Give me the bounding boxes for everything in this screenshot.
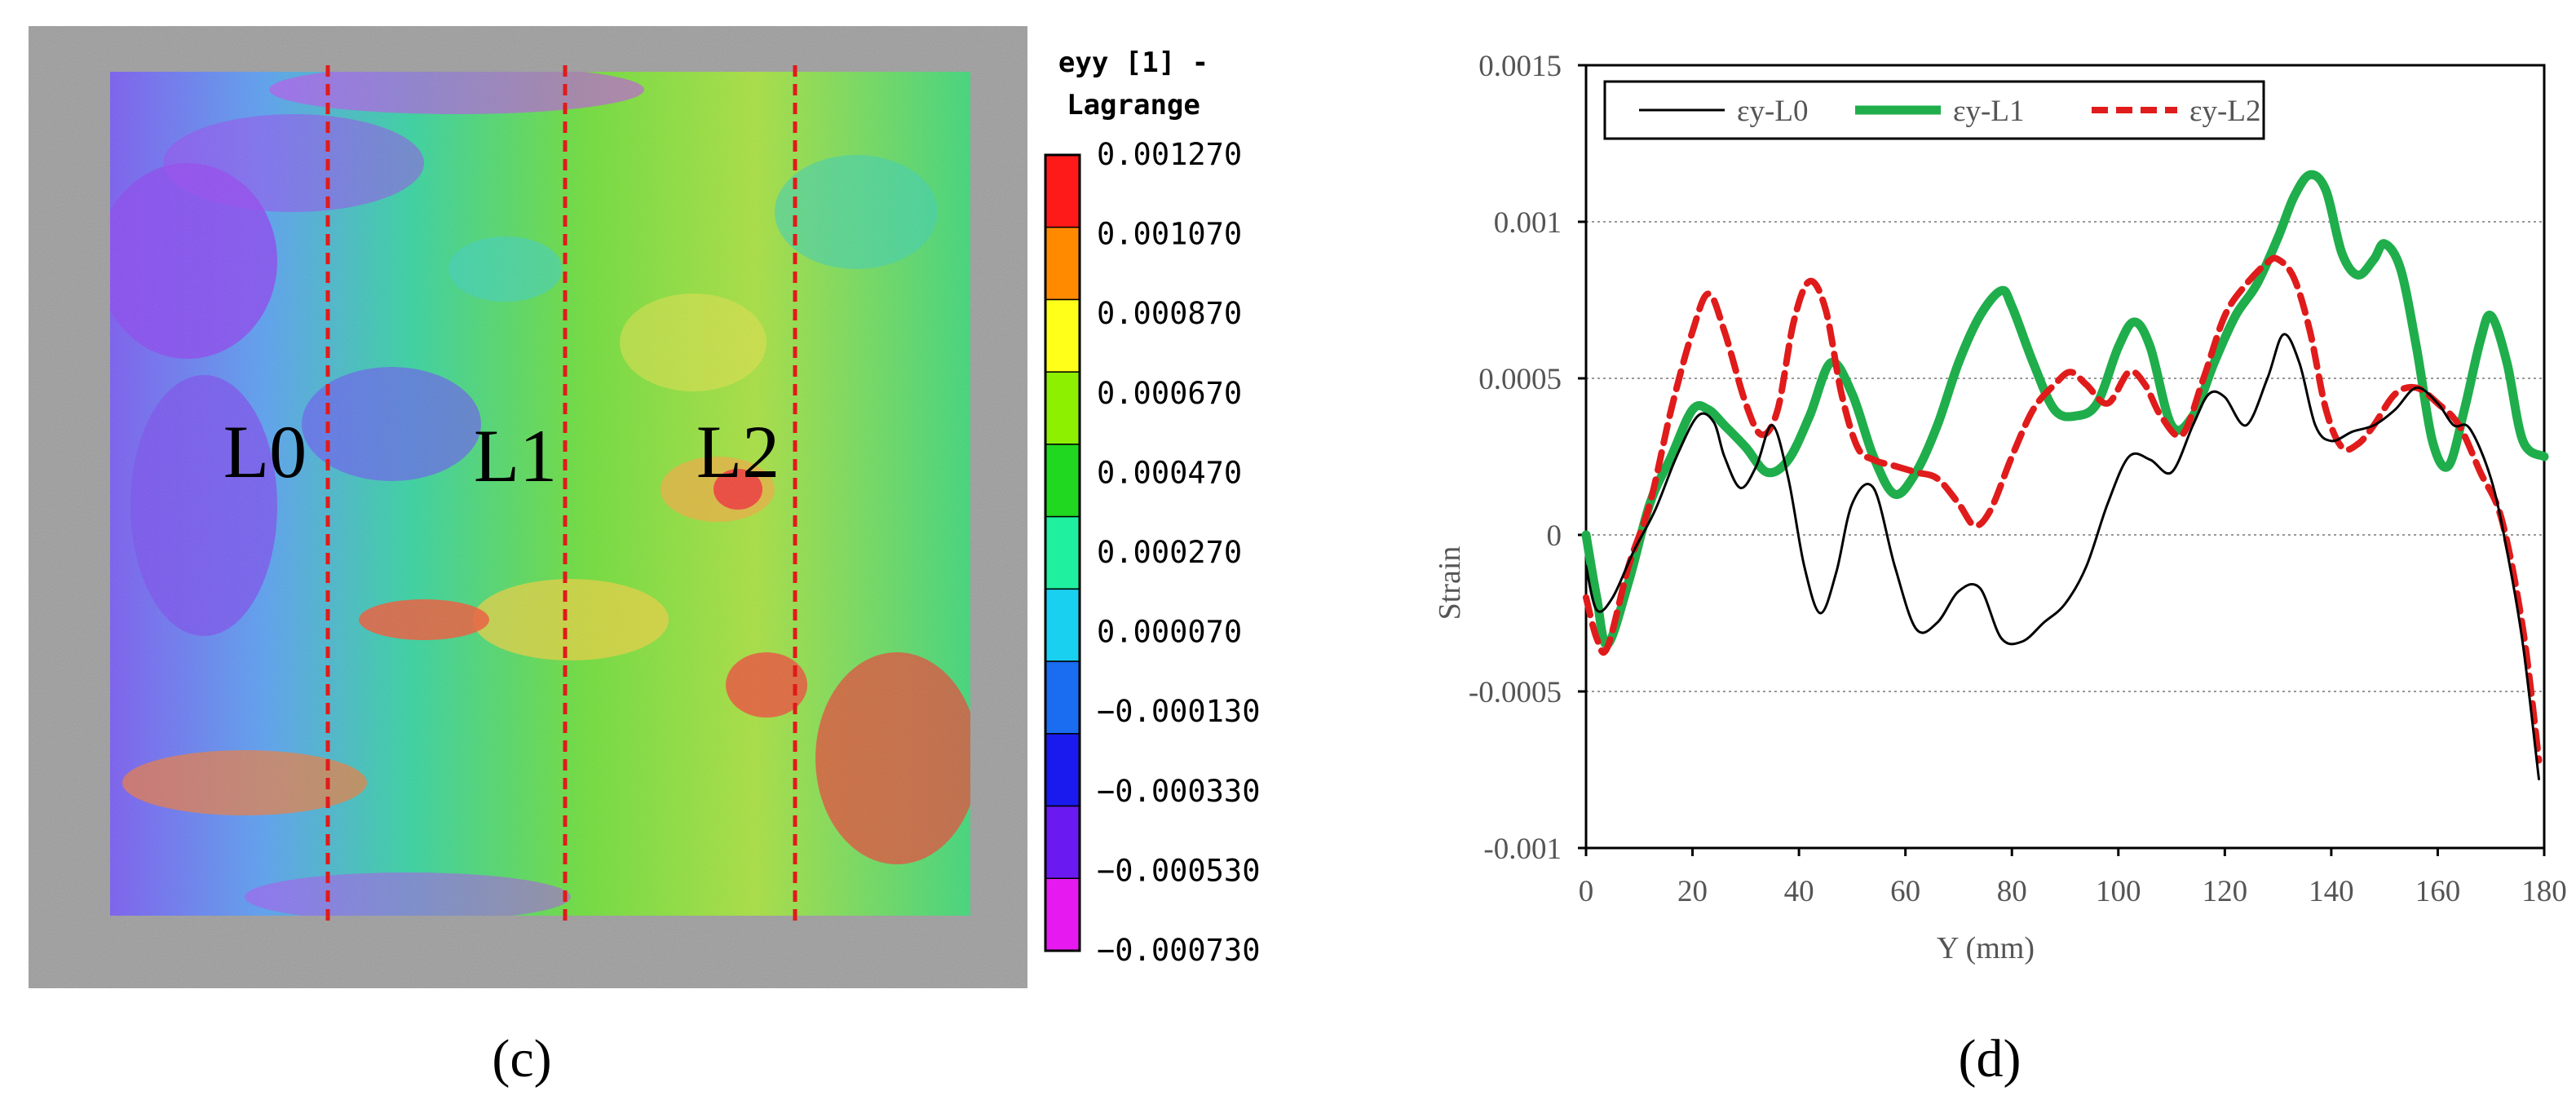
colorbar-tick-label: −0.000530 — [1097, 853, 1260, 888]
colorbar-swatch — [1045, 226, 1080, 301]
legend-label: εy-L0 — [1737, 95, 1808, 128]
colorbar-tick-labels: 0.001270 0.001070 0.000870 0.000670 0.000470… — [1097, 137, 1260, 968]
series-line-y-l2 — [1583, 254, 2543, 764]
colorbar-title-line2: Lagrange — [1067, 89, 1200, 121]
series-line-y-l0 — [1584, 333, 2540, 780]
colorbar-tick-label: 0.000270 — [1097, 535, 1242, 570]
colorbar-swatch — [1045, 371, 1080, 445]
chart-series — [1581, 170, 2549, 780]
x-axis-ticks: 0 20 40 60 80 100 120 140 160 180 — [1579, 848, 2567, 908]
panel-c: L0 L1 L2 eyy [1] - Lagrange 0.0012700.00… — [29, 26, 1260, 1089]
x-tick-label: 120 — [2203, 875, 2248, 908]
y-tick-label: -0.001 — [1483, 833, 1562, 866]
colorbar-tick-label: 0.001070 — [1097, 217, 1242, 252]
y-axis-ticks: -0.001 -0.0005 0 0.0005 0.001 0.0015 — [1469, 50, 1586, 866]
colorbar-border — [1044, 153, 1081, 952]
x-axis-label: Y (mm) — [1937, 931, 2035, 965]
colorbar-tick-label: −0.000130 — [1097, 694, 1260, 729]
y-tick-label: 0.001 — [1494, 206, 1562, 240]
colorbar-tick-label: −0.000330 — [1097, 774, 1260, 809]
colorbar-swatch — [1045, 733, 1080, 807]
panel-d: 0 20 40 60 80 100 120 140 160 180 -0.001-0.000500… — [1433, 50, 2567, 1089]
y-axis-label: Strain — [1433, 546, 1467, 621]
colorbar-swatch — [1045, 805, 1080, 880]
y-tick-label: -0.0005 — [1469, 676, 1562, 709]
x-tick-label: 180 — [2521, 875, 2567, 908]
colorbar-title-line1: eyy [1] - — [1058, 46, 1208, 79]
series-line-y-l1 — [1581, 170, 2549, 649]
colorbar-swatches — [1044, 153, 1081, 952]
colorbar: eyy [1] - Lagrange 0.001270 0.001070 0.000… — [1044, 46, 1260, 968]
colorbar-swatch — [1045, 154, 1080, 228]
colorbar-tick-label: 0.000470 — [1097, 455, 1242, 490]
y-tick-label: 0.0015 — [1478, 50, 1562, 83]
plot-area-border — [1584, 64, 2546, 850]
label-L1: L1 — [474, 414, 557, 497]
colorbar-swatch — [1045, 660, 1080, 735]
colorbar-tick-label: 0.000670 — [1097, 376, 1242, 411]
legend-label: εy-L2 — [2189, 95, 2260, 128]
colorbar-tick-label: −0.000730 — [1097, 933, 1260, 968]
legend-label: εy-L1 — [1953, 95, 2024, 128]
y-tick-label: 0 — [1547, 519, 1562, 553]
colorbar-tick-label: 0.001270 — [1097, 137, 1242, 172]
x-tick-label: 0 — [1579, 875, 1594, 908]
colorbar-tick-label: 0.000870 — [1097, 296, 1242, 331]
colorbar-swatch — [1045, 444, 1080, 518]
legend-items: εy-L0 εy-L1 εy-L2 — [1639, 95, 2260, 128]
colorbar-swatch — [1045, 298, 1080, 373]
chart-gridlines — [1586, 221, 2544, 692]
x-tick-label: 20 — [1677, 875, 1708, 908]
x-tick-label: 160 — [2415, 875, 2461, 908]
x-tick-label: 100 — [2096, 875, 2141, 908]
x-tick-label: 80 — [1997, 875, 2027, 908]
colorbar-tick-label: 0.000070 — [1097, 615, 1242, 650]
colorbar-swatch — [1045, 588, 1080, 662]
x-tick-label: 40 — [1784, 875, 1814, 908]
y-tick-label: 0.0005 — [1478, 363, 1562, 396]
label-L2: L2 — [696, 410, 780, 493]
x-tick-label: 140 — [2309, 875, 2354, 908]
panel-c-label: (c) — [492, 1029, 551, 1089]
panel-d-label: (d) — [1959, 1029, 2021, 1089]
x-tick-label: 60 — [1890, 875, 1920, 908]
colorbar-swatch — [1045, 877, 1080, 952]
legend: εy-L0 εy-L1 εy-L2 — [1603, 80, 2265, 140]
label-L0: L0 — [223, 410, 307, 493]
strain-field — [110, 72, 970, 916]
colorbar-swatch — [1045, 515, 1080, 590]
